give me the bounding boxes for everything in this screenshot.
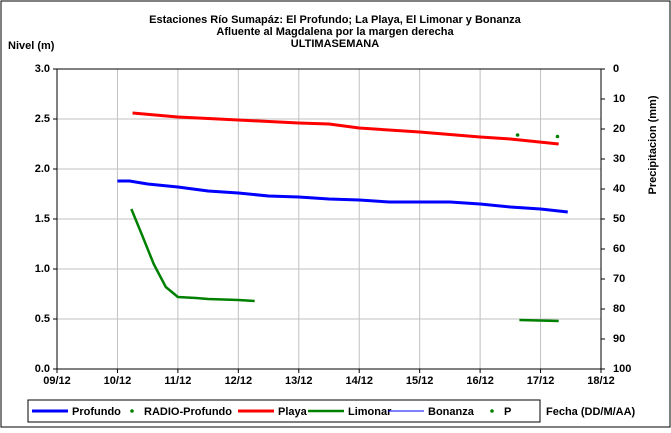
y-tick-label: 2.0 bbox=[35, 163, 50, 175]
y2-tick-label: 90 bbox=[613, 333, 625, 345]
legend-swatch bbox=[490, 409, 494, 413]
x-tick-label: 11/12 bbox=[164, 375, 191, 387]
legend-label: Bonanza bbox=[428, 406, 475, 418]
series-line bbox=[130, 208, 559, 323]
legend-swatch bbox=[130, 409, 134, 413]
x-tick-label: 13/12 bbox=[285, 375, 313, 387]
y-tick-label: 3.0 bbox=[35, 63, 50, 75]
y2-tick-label: 0 bbox=[613, 63, 619, 75]
series-line bbox=[117, 179, 568, 214]
x-tick-label: 10/12 bbox=[104, 375, 132, 387]
series-line bbox=[132, 111, 559, 146]
chart-title: Estaciones Río Sumapáz: El Profundo; La … bbox=[149, 14, 522, 26]
x-axis-label: Fecha (DD/M/AA) bbox=[546, 406, 636, 418]
chart-subtitle: Afluente al Magdalena por la margen dere… bbox=[216, 26, 454, 38]
x-tick-label: 18/12 bbox=[587, 375, 615, 387]
chart-subtitle: ULTIMASEMANA bbox=[291, 38, 379, 50]
legend-label: P bbox=[504, 406, 511, 418]
legend-label: RADIO-Profundo bbox=[144, 406, 232, 418]
x-tick-label: 16/12 bbox=[466, 375, 494, 387]
legend-label: Limonar bbox=[348, 406, 392, 418]
y2-tick-label: 20 bbox=[613, 123, 625, 135]
y2-tick-label: 10 bbox=[613, 93, 625, 105]
x-tick-label: 15/12 bbox=[406, 375, 434, 387]
y-tick-label: 1.5 bbox=[35, 213, 50, 225]
data-point bbox=[555, 134, 560, 139]
y-axis-label: Nivel (m) bbox=[8, 40, 55, 52]
legend-label: Profundo bbox=[72, 406, 121, 418]
data-point bbox=[515, 133, 520, 137]
y2-tick-label: 60 bbox=[613, 243, 625, 255]
y-tick-label: 0.0 bbox=[35, 363, 50, 375]
y2-tick-label: 30 bbox=[613, 153, 625, 165]
x-tick-label: 12/12 bbox=[225, 375, 253, 387]
y-tick-label: 0.5 bbox=[35, 313, 50, 325]
y2-tick-label: 100 bbox=[613, 363, 631, 375]
y2-axis-label: Precipitacion (mm) bbox=[647, 95, 659, 194]
y2-tick-label: 70 bbox=[613, 273, 625, 285]
x-tick-label: 17/12 bbox=[527, 375, 555, 387]
x-tick-label: 14/12 bbox=[345, 375, 373, 387]
plot-area bbox=[56, 68, 602, 370]
y2-tick-label: 50 bbox=[613, 213, 625, 225]
y2-tick-label: 40 bbox=[613, 183, 625, 195]
y2-tick-label: 80 bbox=[613, 303, 625, 315]
legend-label: Playa bbox=[278, 406, 308, 418]
y-tick-label: 1.0 bbox=[35, 263, 50, 275]
legend-box bbox=[27, 399, 541, 423]
y-tick-label: 2.5 bbox=[35, 113, 50, 125]
x-tick-label: 09/12 bbox=[43, 375, 71, 387]
